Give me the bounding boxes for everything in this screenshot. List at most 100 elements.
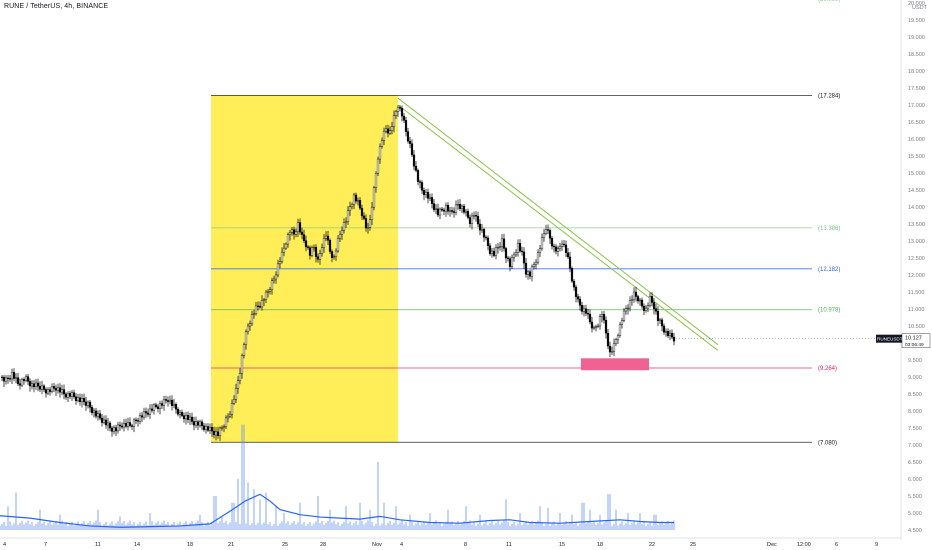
candle-up[interactable] bbox=[424, 191, 428, 195]
candle-up[interactable] bbox=[480, 229, 484, 231]
candle-up[interactable] bbox=[582, 308, 586, 312]
candle-up[interactable] bbox=[288, 232, 292, 235]
candle-down[interactable] bbox=[666, 331, 670, 336]
candle-up[interactable] bbox=[560, 243, 564, 247]
candle-up[interactable] bbox=[460, 205, 464, 209]
candle-down[interactable] bbox=[568, 256, 572, 269]
candle-up[interactable] bbox=[428, 197, 432, 199]
candle-down[interactable] bbox=[156, 406, 160, 409]
candle-up[interactable] bbox=[40, 385, 44, 390]
candle-down[interactable] bbox=[124, 422, 128, 427]
candle-down[interactable] bbox=[458, 204, 462, 209]
candle-down[interactable] bbox=[38, 385, 42, 390]
candle-up[interactable] bbox=[208, 427, 212, 431]
candle-down[interactable] bbox=[308, 247, 312, 256]
candle-down[interactable] bbox=[466, 211, 470, 218]
candle-up[interactable] bbox=[390, 126, 394, 131]
candle-down[interactable] bbox=[410, 143, 414, 156]
candle-down[interactable] bbox=[590, 321, 594, 329]
candle-up[interactable] bbox=[172, 404, 176, 406]
candle-down[interactable] bbox=[44, 389, 48, 394]
candle-down[interactable] bbox=[94, 410, 98, 417]
candle-down[interactable] bbox=[196, 421, 200, 426]
candle-up[interactable] bbox=[534, 261, 538, 265]
candle-up[interactable] bbox=[148, 408, 152, 415]
candle-up[interactable] bbox=[514, 252, 518, 256]
candle-up[interactable] bbox=[638, 299, 642, 302]
candle-up[interactable] bbox=[204, 426, 208, 430]
candle-up[interactable] bbox=[632, 291, 636, 300]
candle-up[interactable] bbox=[162, 399, 166, 406]
candle-down[interactable] bbox=[88, 401, 92, 408]
candle-down[interactable] bbox=[422, 190, 426, 195]
candle-down[interactable] bbox=[144, 411, 148, 414]
candle-down[interactable] bbox=[672, 336, 676, 342]
candle-down[interactable] bbox=[508, 258, 512, 267]
candle-up[interactable] bbox=[218, 427, 222, 436]
candle-down[interactable] bbox=[200, 421, 204, 426]
candle-down[interactable] bbox=[330, 251, 334, 258]
candle-down[interactable] bbox=[576, 296, 580, 300]
candle-down[interactable] bbox=[54, 388, 58, 391]
candle-up[interactable] bbox=[664, 331, 668, 333]
candle-down[interactable] bbox=[82, 398, 86, 403]
candle-up[interactable] bbox=[610, 351, 614, 353]
candle-up[interactable] bbox=[494, 247, 498, 256]
candle-down[interactable] bbox=[118, 424, 122, 427]
candle-down[interactable] bbox=[436, 208, 440, 216]
candle-down[interactable] bbox=[608, 345, 612, 353]
candle-down[interactable] bbox=[640, 299, 644, 307]
candle-down[interactable] bbox=[316, 256, 320, 260]
candle-down[interactable] bbox=[546, 229, 550, 231]
candle-up[interactable] bbox=[246, 325, 250, 332]
candle-up[interactable] bbox=[286, 234, 290, 245]
candle-down[interactable] bbox=[134, 419, 138, 421]
candle-down[interactable] bbox=[484, 236, 488, 239]
candle-down[interactable] bbox=[74, 396, 78, 401]
candle-down[interactable] bbox=[42, 385, 46, 390]
candle-up[interactable] bbox=[356, 200, 360, 202]
candle-up[interactable] bbox=[46, 389, 50, 394]
candle-down[interactable] bbox=[154, 404, 158, 407]
candle-down[interactable] bbox=[174, 404, 178, 410]
candle-down[interactable] bbox=[520, 250, 524, 253]
candle-up[interactable] bbox=[242, 344, 246, 356]
candle-up[interactable] bbox=[594, 326, 598, 328]
candle-up[interactable] bbox=[516, 242, 520, 253]
candle-up[interactable] bbox=[70, 392, 74, 397]
candle-down[interactable] bbox=[300, 231, 304, 235]
candle-up[interactable] bbox=[238, 373, 242, 381]
candle-up[interactable] bbox=[80, 398, 84, 402]
candle-up[interactable] bbox=[214, 431, 218, 436]
candle-up[interactable] bbox=[296, 222, 300, 233]
candle-down[interactable] bbox=[120, 425, 124, 428]
candle-up[interactable] bbox=[126, 422, 130, 427]
candle-down[interactable] bbox=[488, 245, 492, 254]
candle-down[interactable] bbox=[176, 409, 180, 415]
candle-up[interactable] bbox=[338, 233, 342, 239]
candle-up[interactable] bbox=[346, 210, 350, 223]
candle-down[interactable] bbox=[416, 170, 420, 182]
candle-down[interactable] bbox=[414, 165, 418, 171]
candle-down[interactable] bbox=[604, 319, 608, 334]
candle-down[interactable] bbox=[550, 238, 554, 247]
candle-up[interactable] bbox=[348, 206, 352, 211]
candle-up[interactable] bbox=[336, 238, 340, 252]
candle-up[interactable] bbox=[184, 414, 188, 420]
candle-down[interactable] bbox=[210, 427, 214, 432]
candle-up[interactable] bbox=[556, 248, 560, 252]
candle-up[interactable] bbox=[178, 412, 182, 415]
candle-down[interactable] bbox=[326, 235, 330, 241]
candle-down[interactable] bbox=[452, 211, 456, 213]
candle-up[interactable] bbox=[628, 300, 632, 309]
candle-up[interactable] bbox=[366, 227, 370, 229]
candle-up[interactable] bbox=[30, 383, 34, 387]
candle-up[interactable] bbox=[394, 111, 398, 116]
candle-down[interactable] bbox=[502, 238, 506, 249]
candle-down[interactable] bbox=[492, 250, 496, 256]
candle-down[interactable] bbox=[528, 271, 532, 277]
candle-up[interactable] bbox=[624, 308, 628, 312]
candle-down[interactable] bbox=[506, 257, 510, 259]
candle-up[interactable] bbox=[248, 323, 252, 327]
candle-down[interactable] bbox=[192, 421, 196, 426]
